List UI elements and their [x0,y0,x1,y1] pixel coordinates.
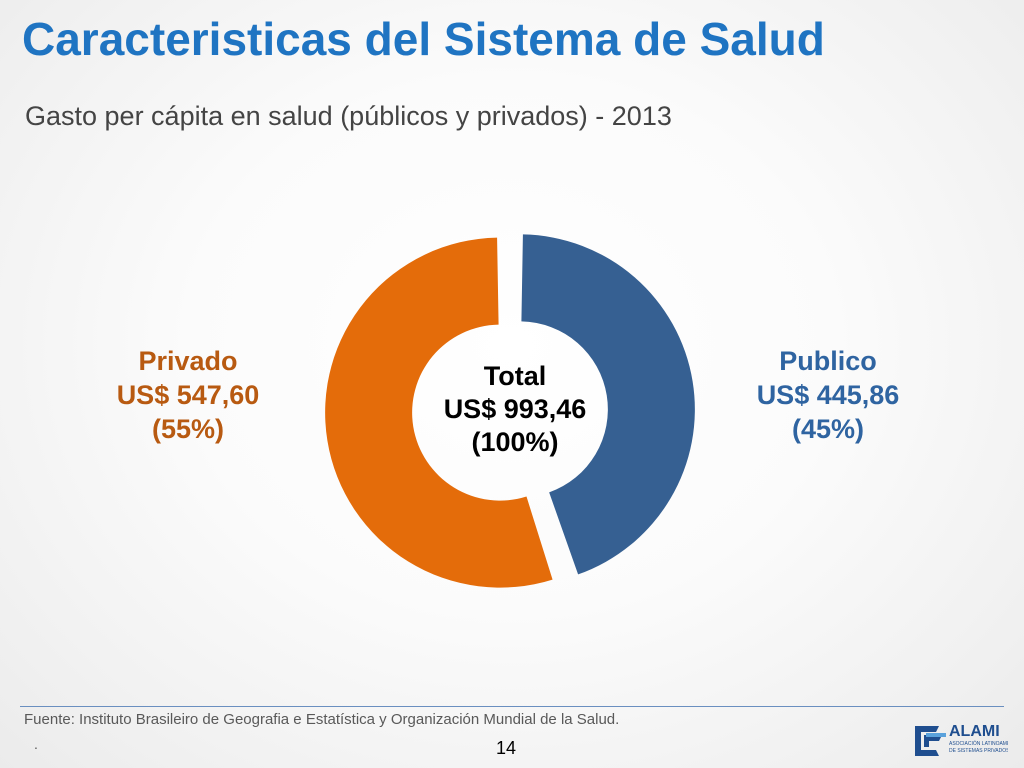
privado-name: Privado [138,346,238,376]
footer-dot: . [34,736,38,752]
chart-subtitle: Gasto per cápita en salud (públicos y pr… [25,101,672,131]
slide-title: Caracteristicas del Sistema de Salud [22,13,825,65]
privado-label: Privado US$ 547,60 (55%) [78,344,298,446]
alami-emblem-icon [915,726,946,756]
alami-tagline-1: ASOCIACIÓN LATINOAMERICANA [949,740,1008,747]
total-percent: (100%) [471,427,559,457]
total-label: Total US$ 993,46 (100%) [415,360,615,459]
alami-wordmark: ALAMI [949,723,1000,740]
privado-value: US$ 547,60 [116,380,260,410]
alami-logo: ALAMI ASOCIACIÓN LATINOAMERICANA DE SIST… [915,723,1008,756]
slide-number: 14 [496,738,517,758]
total-title: Total [483,361,547,391]
privado-percent: (55%) [151,414,225,444]
source-note: Fuente: Instituto Brasileiro de Geografi… [24,711,620,728]
total-value: US$ 993,46 [443,394,587,424]
publico-name: Publico [779,346,877,376]
publico-percent: (45%) [791,414,865,444]
alami-tagline-2: DE SISTEMAS PRIVADOS DE SALUD [949,748,1008,754]
publico-label: Publico US$ 445,86 (45%) [718,344,938,446]
publico-value: US$ 445,86 [756,380,900,410]
slice-publico [521,234,695,575]
footer-divider [20,706,1004,707]
slice-privado [325,237,553,588]
